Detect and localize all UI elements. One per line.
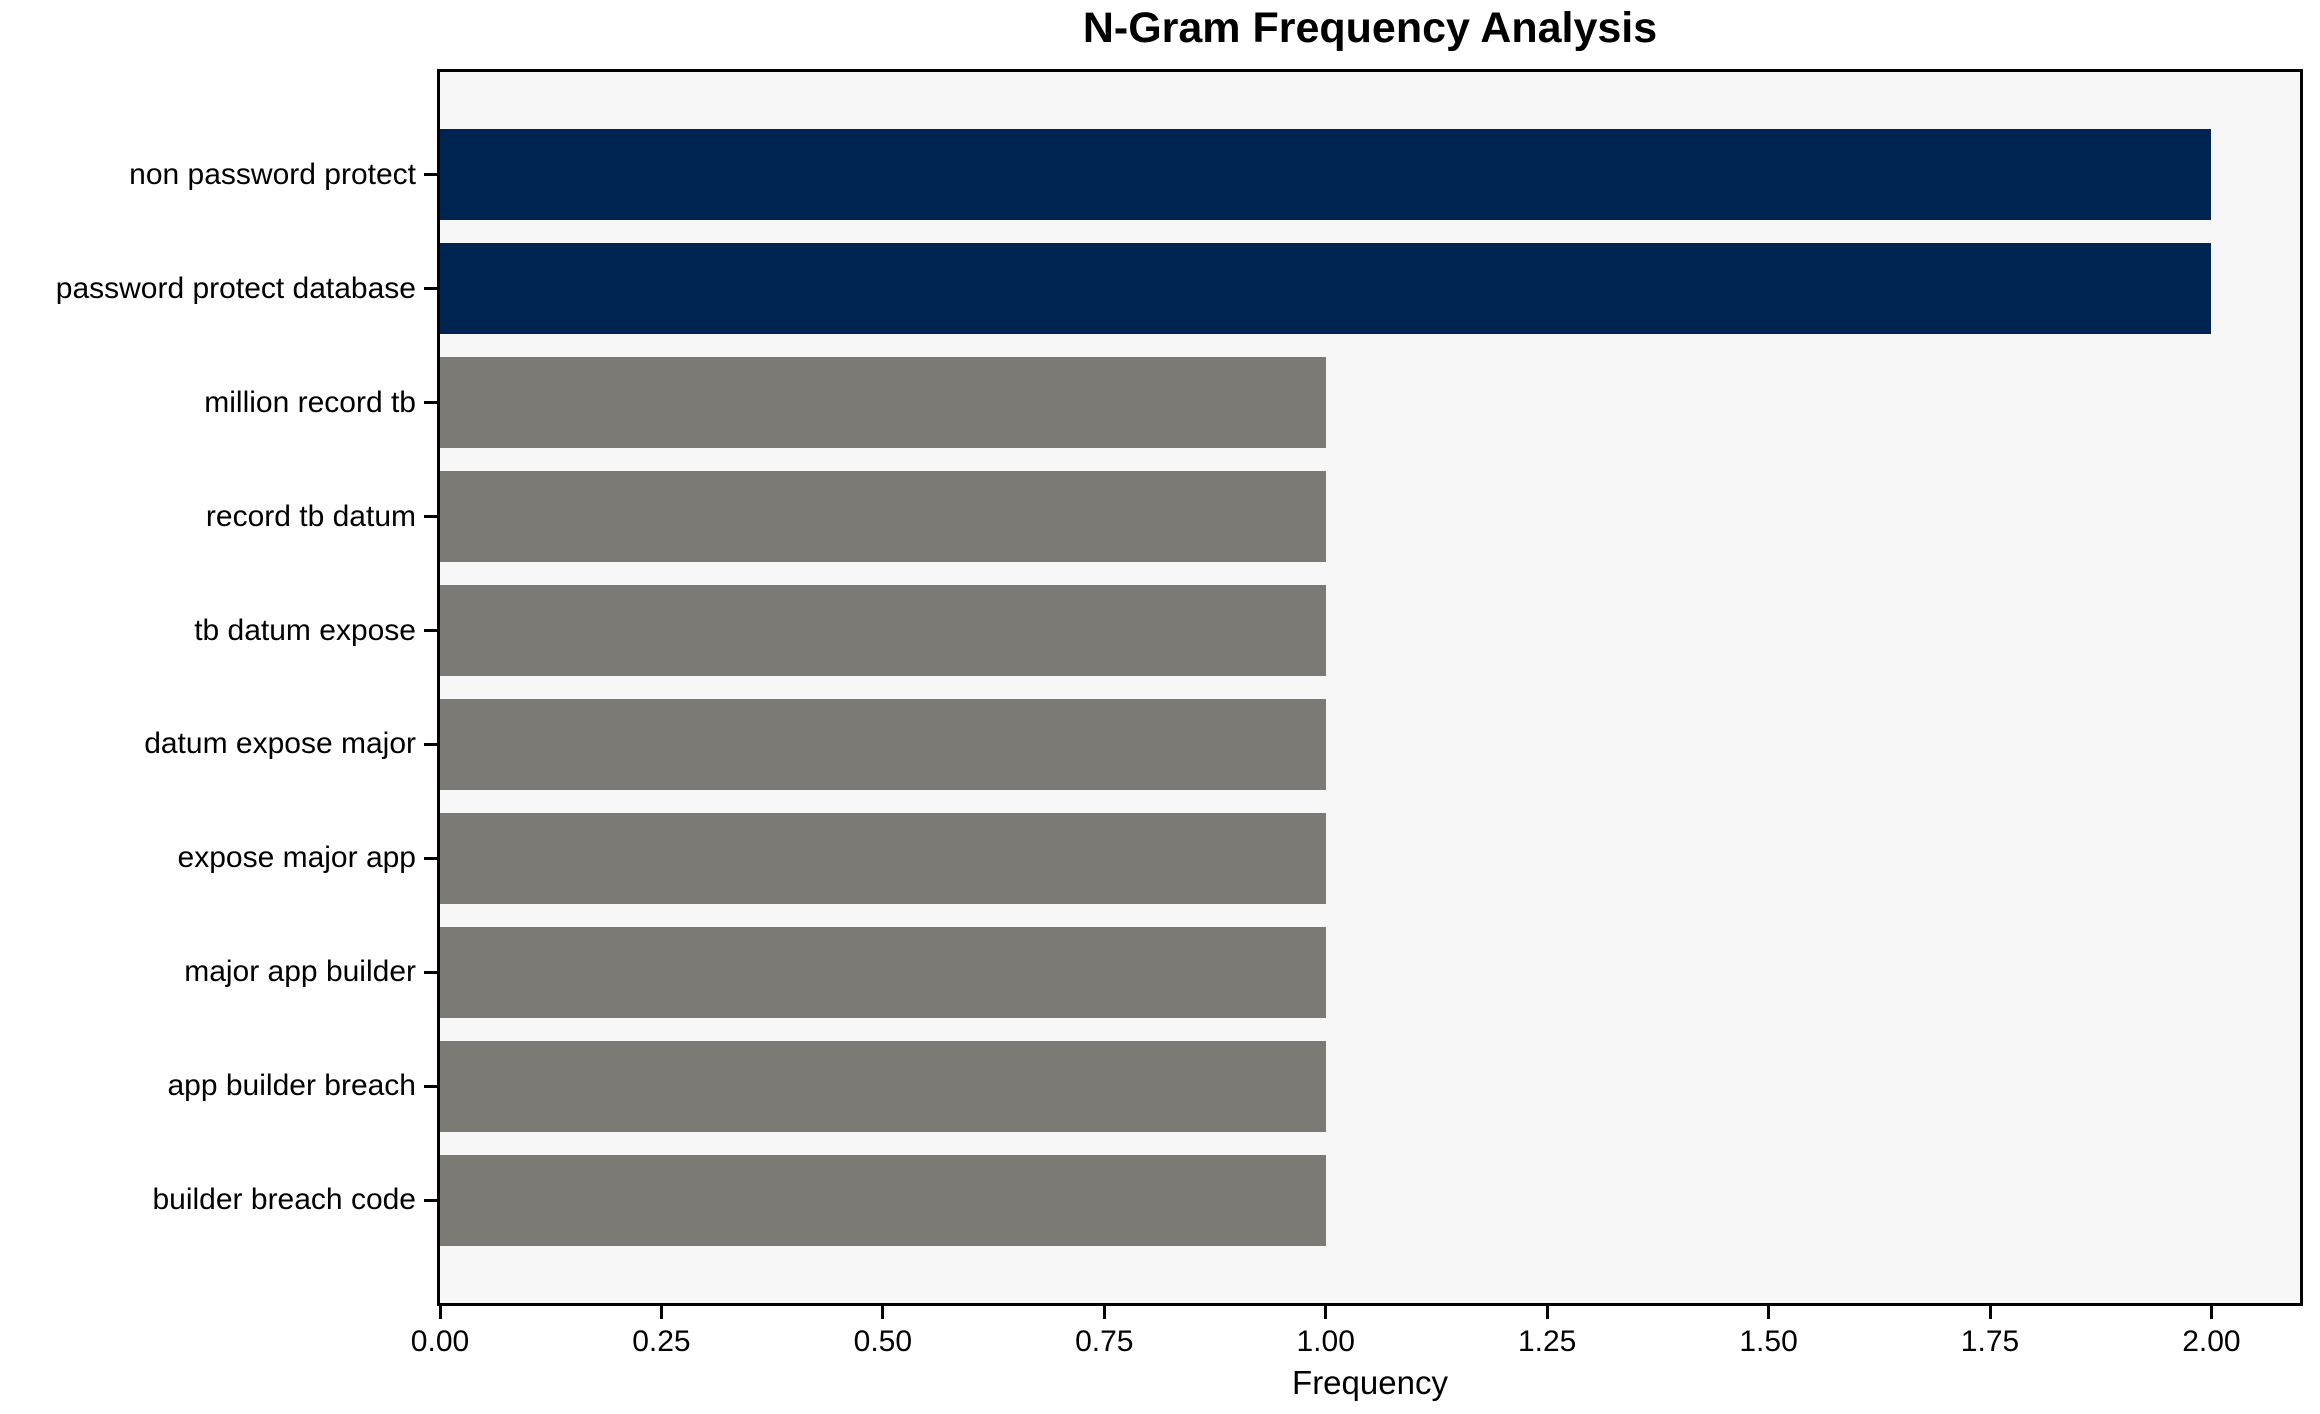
bar: [440, 584, 1326, 677]
bar: [440, 1154, 1326, 1246]
y-tick: [424, 1198, 437, 1202]
y-tick-label: major app builder: [184, 955, 416, 989]
y-tick-label: non password protect: [129, 157, 416, 191]
y-tick: [424, 856, 437, 860]
bar: [440, 356, 1326, 449]
bar: [440, 470, 1326, 563]
bar: [440, 1040, 1326, 1132]
x-tick-label: 0.00: [410, 1325, 470, 1358]
y-tick: [424, 173, 437, 177]
bar: [440, 128, 2212, 221]
y-tick-label: tb datum expose: [194, 613, 416, 647]
x-tick-label: 2.00: [2182, 1325, 2241, 1358]
y-tick-label: million record tb: [204, 385, 416, 419]
x-axis-label: Frequency: [1292, 1364, 1448, 1401]
y-tick: [424, 970, 437, 974]
x-tick-label: 1.50: [1739, 1325, 1798, 1358]
x-tick: [1988, 1306, 1992, 1319]
x-tick: [1767, 1306, 1771, 1319]
x-tick-label: 0.50: [853, 1325, 913, 1358]
plot-area: [437, 69, 2303, 1306]
y-tick: [424, 515, 437, 519]
x-tick-label: 0.25: [632, 1325, 691, 1358]
y-tick-label: app builder breach: [167, 1069, 416, 1103]
bar: [440, 812, 1326, 905]
y-tick: [424, 287, 437, 291]
y-tick: [424, 742, 437, 746]
y-tick: [424, 1084, 437, 1088]
bar: [440, 926, 1326, 1019]
x-tick: [1324, 1306, 1328, 1319]
y-tick-label: builder breach code: [152, 1183, 416, 1217]
x-tick: [1545, 1306, 1549, 1319]
x-tick: [1102, 1306, 1106, 1319]
y-tick: [424, 629, 437, 632]
x-tick-label: 1.75: [1960, 1325, 2020, 1358]
x-tick-label: 1.00: [1296, 1325, 1355, 1358]
y-tick-label: datum expose major: [144, 727, 416, 761]
y-tick: [424, 401, 437, 405]
x-tick: [2209, 1306, 2213, 1319]
x-tick: [659, 1306, 663, 1319]
x-tick: [881, 1306, 885, 1319]
chart-title: N-Gram Frequency Analysis: [1082, 4, 1658, 52]
x-tick-label: 1.25: [1517, 1325, 1577, 1358]
x-tick: [438, 1306, 442, 1319]
y-tick-label: record tb datum: [205, 499, 416, 533]
bar: [440, 242, 2212, 335]
y-tick-label: password protect database: [55, 271, 416, 305]
x-tick-label: 0.75: [1075, 1325, 1134, 1358]
bar: [440, 698, 1326, 791]
y-tick-label: expose major app: [177, 841, 416, 875]
